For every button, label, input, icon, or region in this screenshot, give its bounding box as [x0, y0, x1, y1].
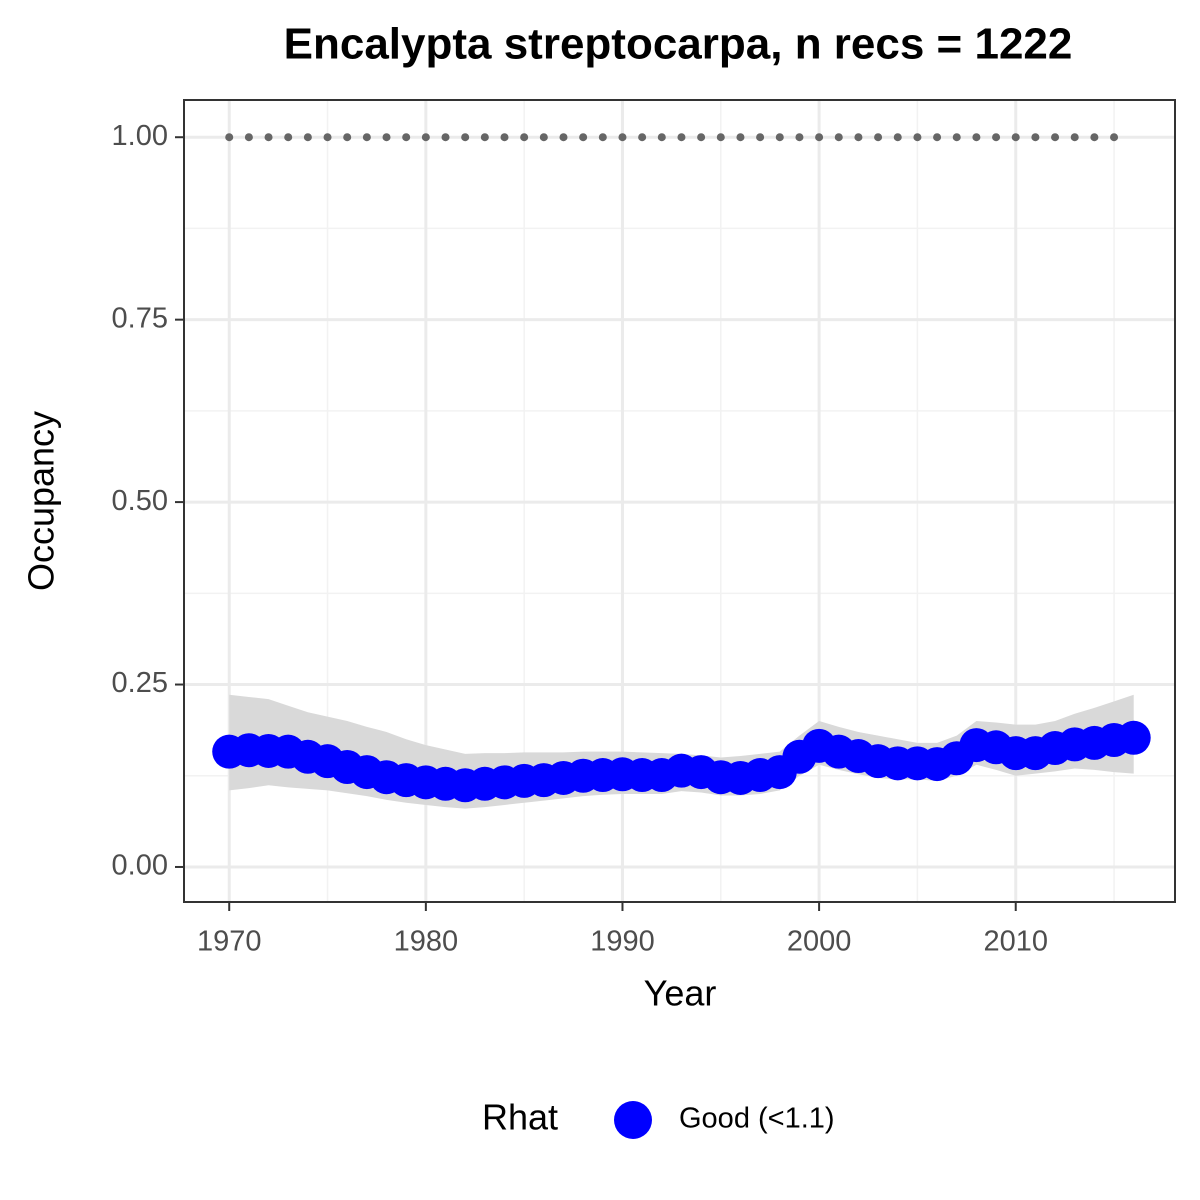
reference-dot [854, 133, 863, 142]
reference-dot [697, 133, 706, 142]
reference-dot [421, 133, 430, 142]
reference-dot [1051, 133, 1060, 142]
reference-dot [874, 133, 883, 142]
reference-dot [598, 133, 607, 142]
x-axis-title: Year [644, 973, 717, 1014]
chart-title: Encalypta streptocarpa, n recs = 1222 [284, 20, 1073, 69]
reference-dot [952, 133, 961, 142]
y-tick-label: 0.00 [112, 850, 168, 882]
reference-dot [264, 133, 273, 142]
reference-dot [1110, 133, 1119, 142]
reference-dot [657, 133, 666, 142]
reference-dot [225, 133, 234, 142]
plot-border [183, 99, 1176, 903]
reference-dot [716, 133, 725, 142]
reference-dot [402, 133, 411, 142]
y-tick-label: 0.50 [112, 485, 168, 517]
legend-title: Rhat [482, 1097, 558, 1138]
reference-dot [815, 133, 824, 142]
reference-dot [1011, 133, 1020, 142]
reference-dot [343, 133, 352, 142]
reference-dot [323, 133, 332, 142]
x-tick-label: 2000 [787, 926, 852, 958]
legend-swatch [614, 1101, 652, 1139]
reference-dot [677, 133, 686, 142]
y-tick-label: 1.00 [112, 120, 168, 152]
reference-dot [461, 133, 470, 142]
reference-dot [520, 133, 529, 142]
reference-dot [382, 133, 391, 142]
reference-dot [638, 133, 647, 142]
reference-dot [1031, 133, 1040, 142]
reference-dot [1070, 133, 1079, 142]
point [1116, 720, 1151, 755]
reference-dot [284, 133, 293, 142]
reference-dot [244, 133, 253, 142]
reference-dot [775, 133, 784, 142]
y-axis-title: Occupancy [21, 411, 62, 591]
y-tick-label: 0.25 [112, 667, 168, 699]
reference-dot [992, 133, 1001, 142]
reference-dot [756, 133, 765, 142]
reference-dot [559, 133, 568, 142]
reference-dot [834, 133, 843, 142]
y-tick-label: 0.75 [112, 302, 168, 334]
reference-dot [913, 133, 922, 142]
reference-dot [362, 133, 371, 142]
x-tick-label: 1970 [197, 926, 262, 958]
reference-dot [441, 133, 450, 142]
x-tick-label: 2010 [983, 926, 1048, 958]
reference-dot [893, 133, 902, 142]
x-tick-label: 1980 [394, 926, 459, 958]
reference-dot [500, 133, 509, 142]
reference-dot [1090, 133, 1099, 142]
reference-dot [579, 133, 588, 142]
reference-dot [736, 133, 745, 142]
reference-dot [972, 133, 981, 142]
reference-dot [933, 133, 942, 142]
reference-dot [795, 133, 804, 142]
reference-dot [303, 133, 312, 142]
reference-dot [480, 133, 489, 142]
legend-label: Good (<1.1) [679, 1103, 835, 1135]
reference-dot [539, 133, 548, 142]
reference-dot [618, 133, 627, 142]
x-tick-label: 1990 [590, 926, 655, 958]
